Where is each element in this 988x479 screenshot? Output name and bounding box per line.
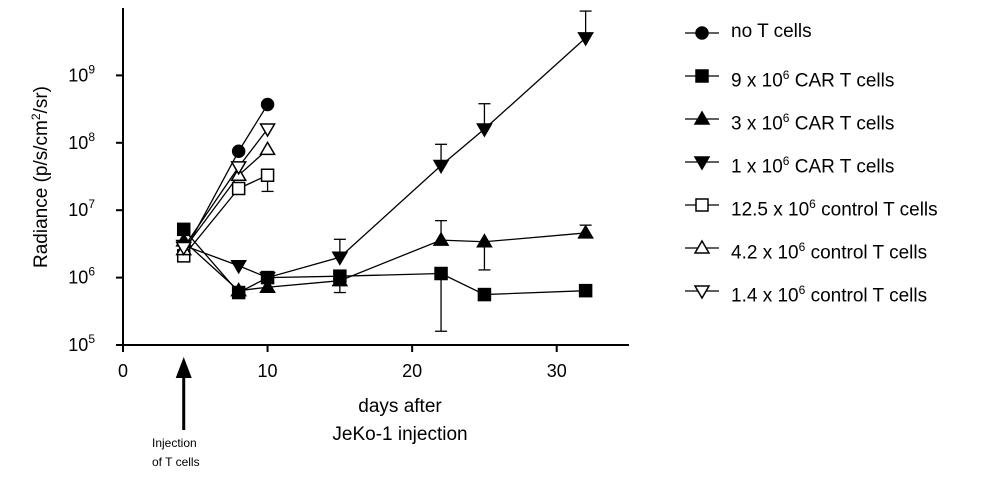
- data-point-1-5: [477, 287, 492, 302]
- series-line-3: [183, 37, 587, 279]
- x-tick-label-3: 30: [547, 361, 567, 381]
- x-tick-label-2: 20: [402, 361, 422, 381]
- annotation-line-2: of T cells: [152, 455, 200, 469]
- data-point-6-0: [175, 241, 193, 256]
- annotation-line-1: Injection: [152, 436, 197, 450]
- series-1: [176, 222, 593, 332]
- legend-symbol-2: [693, 110, 711, 125]
- legend-symbol-4: [695, 198, 709, 212]
- x-axis-label-line-2: JeKo-1 injection: [332, 424, 468, 445]
- legend-symbol-1: [695, 69, 709, 83]
- data-point-1-6: [578, 283, 593, 298]
- legend-label-6: 1.4 x 106 control T cells: [731, 283, 928, 307]
- data-point-3-3: [331, 251, 349, 266]
- injection-arrow-head: [175, 357, 192, 378]
- legend-marker-0: [685, 26, 719, 40]
- data-point-2-6: [577, 224, 594, 239]
- y-tick-label-1: 106: [68, 265, 95, 288]
- x-axis-label-line-1: days after: [358, 396, 442, 417]
- data-point-4-2: [260, 168, 275, 183]
- data-point-3-1: [230, 259, 247, 275]
- series-line-0: [183, 104, 269, 254]
- y-tick-label-0: 105: [68, 332, 95, 355]
- data-point-3-4: [432, 159, 450, 175]
- legend-marker-5: [685, 239, 719, 254]
- data-point-0-2: [260, 97, 275, 112]
- data-point-3-6: [577, 32, 594, 47]
- series-2: [175, 219, 594, 297]
- data-point-4-1: [231, 181, 246, 196]
- series-layer: [175, 10, 594, 332]
- y-tick-label-4: 109: [68, 62, 95, 85]
- data-point-2-2: [259, 278, 276, 293]
- legend-marker-2: [685, 110, 719, 125]
- legend-marker-1: [685, 69, 719, 83]
- y-tick-label-3: 108: [68, 130, 95, 153]
- legend-marker-3: [685, 156, 719, 171]
- data-point-2-3: [331, 272, 349, 287]
- series-6: [175, 123, 276, 256]
- legend-label-2: 3 x 106 CAR T cells: [731, 111, 895, 135]
- legend-symbol-5: [693, 239, 711, 254]
- data-point-0-1: [231, 144, 246, 158]
- injection-annotation: Injection of T cells: [152, 434, 200, 472]
- data-point-2-5: [476, 233, 493, 248]
- legend-label-3: 1 x 106 CAR T cells: [731, 154, 895, 178]
- legend-marker-4: [685, 198, 719, 212]
- legend-label-5: 4.2 x 106 control T cells: [731, 240, 928, 264]
- data-point-5-2: [259, 140, 276, 156]
- x-tick-label-1: 10: [258, 361, 278, 381]
- legend-label-1: 9 x 106 CAR T cells: [731, 68, 895, 92]
- data-point-6-1: [230, 161, 247, 176]
- series-line-6: [183, 128, 269, 248]
- data-point-2-4: [432, 231, 450, 246]
- data-point-1-4: [434, 266, 448, 281]
- x-axis-label: days after JeKo-1 injection: [290, 393, 510, 449]
- axes: 0 10 20 30 105 106 107 108 109 Radiance (p/s/cm2/…: [29, 8, 629, 430]
- data-point-3-2: [259, 271, 276, 287]
- data-point-2-1: [230, 282, 247, 297]
- legend-symbol-3: [693, 156, 711, 171]
- data-point-6-2: [259, 123, 276, 138]
- legend-symbol-6: [693, 285, 711, 300]
- legend-symbol-0: [695, 26, 709, 40]
- series-line-5: [183, 148, 269, 251]
- y-tick-label-2: 107: [68, 197, 95, 220]
- legend-marker-6: [685, 285, 719, 300]
- legend-label-0: no T cells: [731, 21, 812, 42]
- data-point-3-5: [476, 123, 493, 138]
- y-axis-label: Radiance (p/s/cm2/sr): [29, 86, 52, 268]
- x-tick-label-0: 0: [118, 361, 128, 381]
- legend-label-4: 12.5 x 106 control T cells: [731, 197, 938, 221]
